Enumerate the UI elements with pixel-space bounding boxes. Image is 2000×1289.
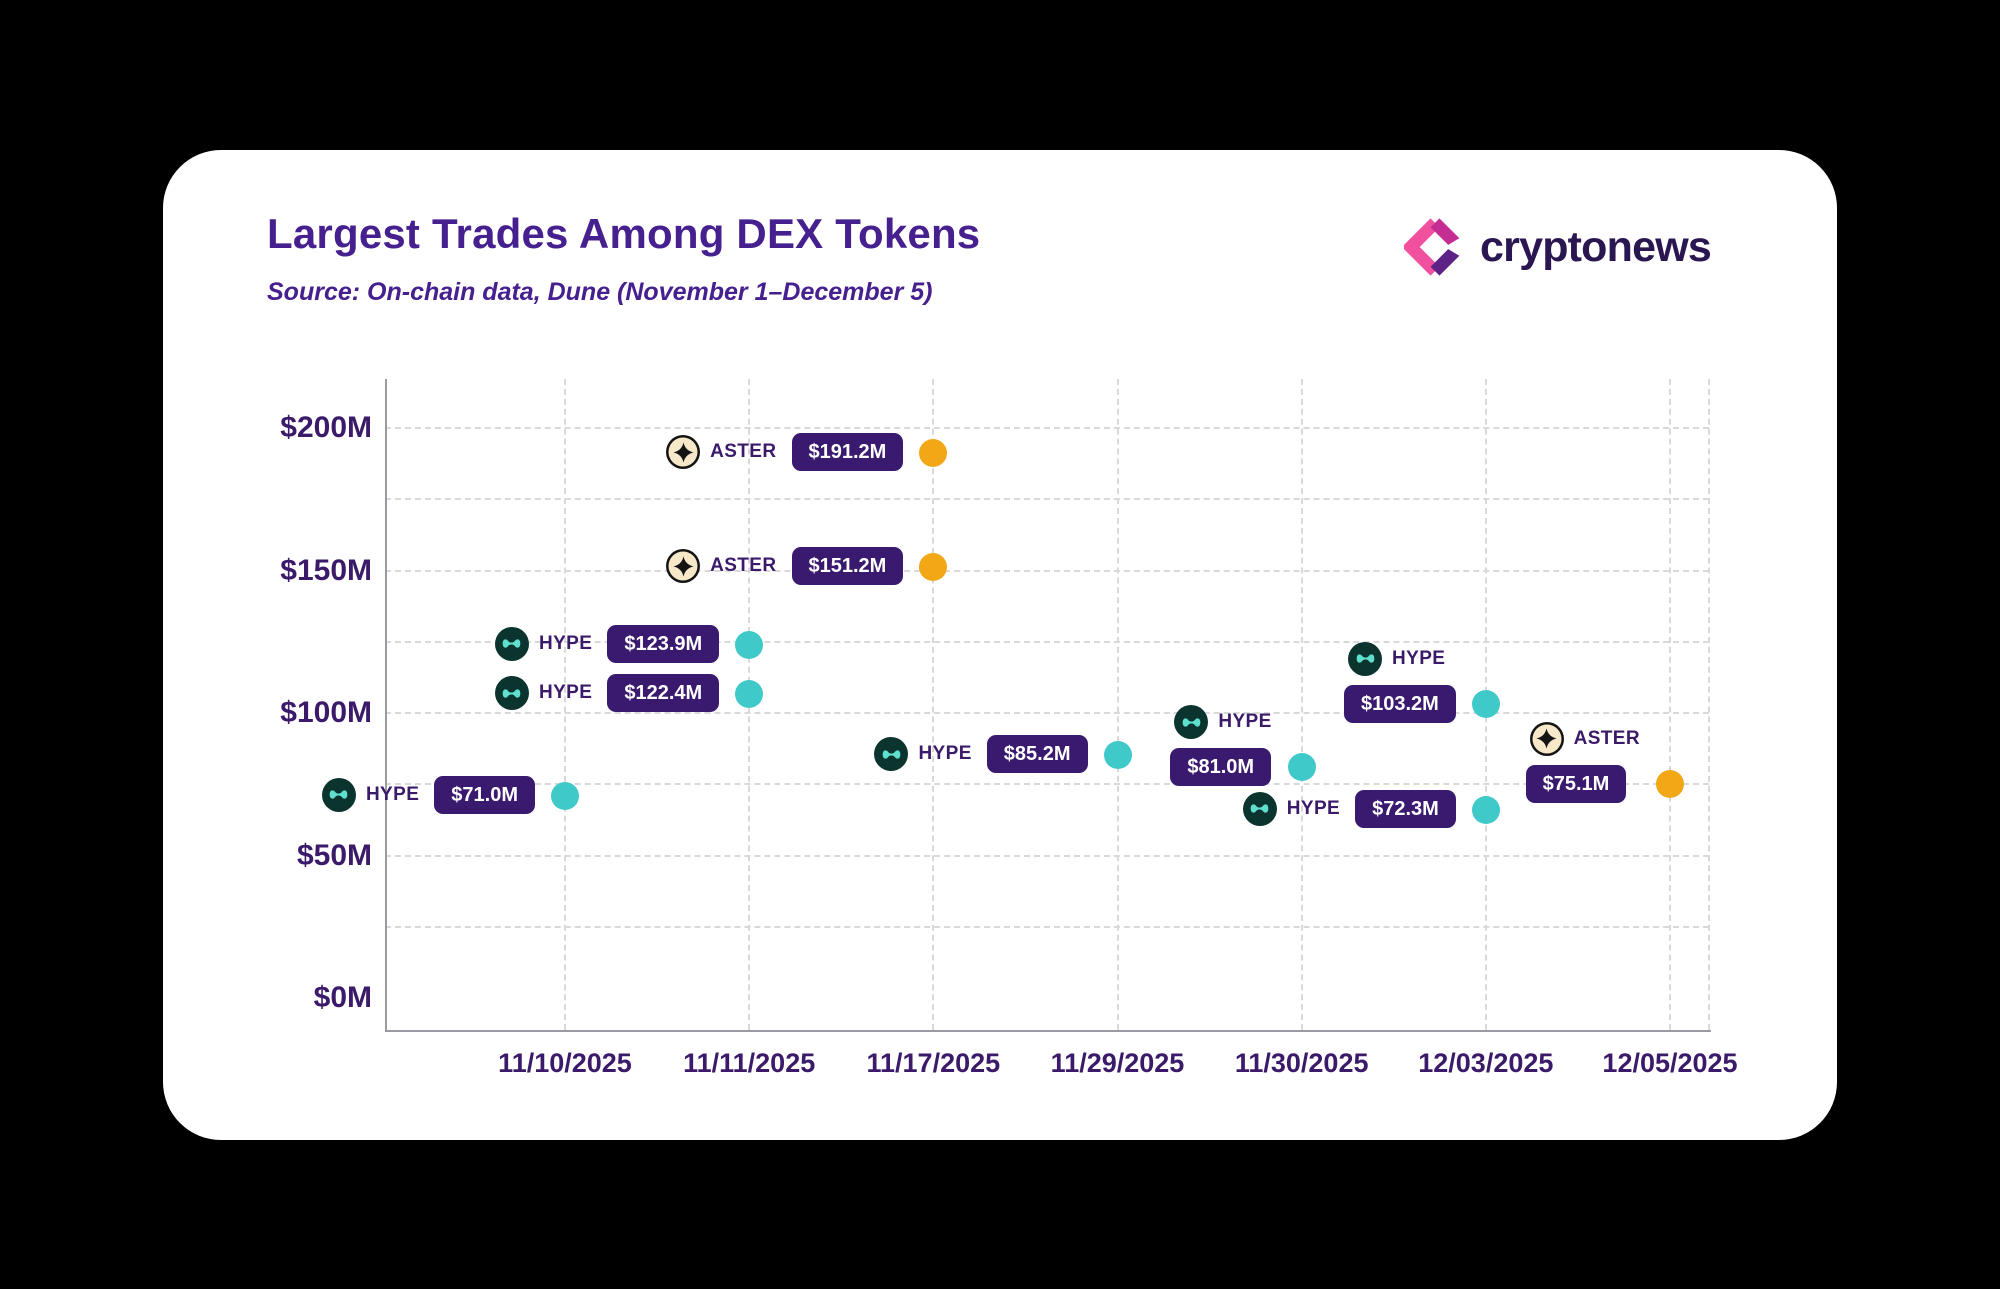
- gridline-horizontal: [385, 498, 1709, 501]
- hype-token-icon: [494, 676, 529, 711]
- token-label-row: HYPE: [494, 626, 593, 661]
- data-point-dot: [735, 680, 764, 709]
- y-axis-tick-label: $100M: [280, 696, 372, 729]
- x-axis-tick-label: 11/17/2025: [866, 1048, 1001, 1078]
- trade-value-badge: $123.9M: [607, 624, 720, 663]
- x-axis-tick-label: 12/05/2025: [1602, 1048, 1738, 1078]
- gridline-vertical: [1116, 379, 1119, 1030]
- gridline-horizontal: [385, 712, 1709, 714]
- data-point-annotation: HYPE $72.3M: [1242, 789, 1456, 828]
- chart-card: Largest Trades Among DEX Tokens Source: …: [163, 150, 1837, 1140]
- data-point-annotation: ASTER $75.1M: [1525, 721, 1640, 803]
- trade-value-badge: $72.3M: [1355, 789, 1456, 828]
- token-name: HYPE: [918, 743, 972, 765]
- aster-token-icon: [666, 435, 701, 470]
- chart-title: Largest Trades Among DEX Tokens: [267, 210, 981, 257]
- x-axis-line: [385, 1030, 1711, 1032]
- gridline-horizontal: [385, 783, 1709, 786]
- x-axis-tick-label: 11/30/2025: [1234, 1048, 1369, 1078]
- chart-titles: Largest Trades Among DEX Tokens Source: …: [267, 210, 980, 307]
- data-point-annotation: HYPE $85.2M: [874, 735, 1088, 774]
- token-name: HYPE: [365, 783, 420, 805]
- data-point-dot: [1287, 753, 1316, 782]
- data-point-dot: [1103, 741, 1132, 770]
- data-point-dot: [551, 781, 579, 810]
- gridline-horizontal: [385, 854, 1709, 857]
- trade-value-badge: $85.2M: [986, 735, 1088, 774]
- gridline-vertical: [564, 379, 566, 1030]
- gridline-vertical: [932, 379, 935, 1030]
- hype-token-icon: [874, 737, 909, 772]
- token-name: HYPE: [1392, 647, 1446, 669]
- token-name: HYPE: [538, 682, 593, 704]
- token-name: HYPE: [1286, 797, 1341, 819]
- y-axis-tick-label: $150M: [280, 553, 372, 587]
- data-point-annotation: HYPE $71.0M: [321, 775, 535, 814]
- token-label-row: HYPE: [1242, 791, 1341, 826]
- x-axis-tick-label: 11/11/2025: [683, 1048, 816, 1078]
- data-point-annotation: HYPE $81.0M: [1170, 705, 1272, 787]
- trade-value-badge: $71.0M: [434, 775, 535, 814]
- token-name: ASTER: [710, 441, 777, 463]
- hype-token-icon: [321, 777, 356, 812]
- cryptonews-logo: cryptonews: [1404, 216, 1712, 278]
- gridline-horizontal: [385, 640, 1709, 643]
- gridline-horizontal: [385, 925, 1709, 928]
- token-name: HYPE: [1218, 711, 1272, 733]
- gridline-horizontal: [385, 427, 1709, 429]
- cryptonews-logo-icon: [1404, 216, 1466, 278]
- token-label-row: HYPE: [1348, 641, 1446, 676]
- trade-value-badge: $151.2M: [791, 547, 904, 586]
- token-label-row: HYPE: [494, 676, 593, 711]
- data-point-annotation: HYPE $103.2M: [1344, 641, 1456, 723]
- chart-header: Largest Trades Among DEX Tokens Source: …: [267, 210, 1767, 307]
- data-point-annotation: HYPE $123.9M: [494, 624, 720, 663]
- data-point-annotation: ASTER $151.2M: [666, 547, 904, 586]
- y-axis-tick-label: $50M: [296, 838, 372, 872]
- plot-area: $200M $150M $100M $50M $0M 11/10/2025 11/11/20…: [163, 150, 1837, 1140]
- trade-value-badge: $75.1M: [1525, 764, 1627, 803]
- token-label-row: HYPE: [874, 737, 972, 772]
- data-point-dot: [919, 553, 948, 582]
- data-point-dot: [919, 439, 948, 468]
- x-axis-tick-label: 11/29/2025: [1050, 1048, 1185, 1078]
- data-point-annotation: ASTER $191.2M: [666, 433, 904, 472]
- gridline-horizontal: [385, 569, 1709, 572]
- trade-value-badge: $122.4M: [607, 674, 720, 713]
- hype-token-icon: [1348, 641, 1382, 676]
- token-label-row: ASTER: [1529, 721, 1640, 756]
- data-point-annotation: HYPE $122.4M: [494, 674, 720, 713]
- gridline-vertical: [1300, 379, 1303, 1030]
- hype-token-icon: [1174, 705, 1209, 740]
- token-label-row: ASTER: [666, 549, 777, 584]
- y-axis-tick-label: $200M: [280, 411, 372, 444]
- hype-token-icon: [1242, 791, 1277, 826]
- data-point-dot: [735, 630, 764, 659]
- y-axis-line: [385, 379, 387, 1030]
- y-axis-tick-label: $0M: [313, 981, 372, 1014]
- chart-source-note: Source: On-chain data, Dune (November 1–…: [267, 278, 933, 306]
- trade-value-badge: $81.0M: [1170, 748, 1272, 787]
- gridline-vertical: [1669, 379, 1671, 1030]
- trade-value-badge: $103.2M: [1344, 684, 1456, 723]
- x-axis-tick-label: 11/10/2025: [498, 1048, 632, 1078]
- aster-token-icon: [666, 549, 701, 584]
- token-name: ASTER: [710, 555, 777, 577]
- aster-token-icon: [1529, 721, 1564, 756]
- token-name: ASTER: [1573, 727, 1640, 749]
- token-label-row: ASTER: [666, 435, 777, 470]
- gridline-vertical: [1708, 379, 1710, 1030]
- x-axis-tick-label: 12/03/2025: [1418, 1048, 1554, 1078]
- data-point-dot: [1471, 795, 1500, 824]
- token-label-row: HYPE: [1174, 705, 1272, 740]
- token-name: HYPE: [538, 632, 593, 654]
- hype-token-icon: [494, 626, 529, 661]
- cryptonews-wordmark: cryptonews: [1480, 222, 1712, 271]
- data-point-dot: [1656, 769, 1684, 798]
- data-point-dot: [1471, 689, 1500, 718]
- token-label-row: HYPE: [321, 777, 420, 812]
- trade-value-badge: $191.2M: [791, 433, 904, 472]
